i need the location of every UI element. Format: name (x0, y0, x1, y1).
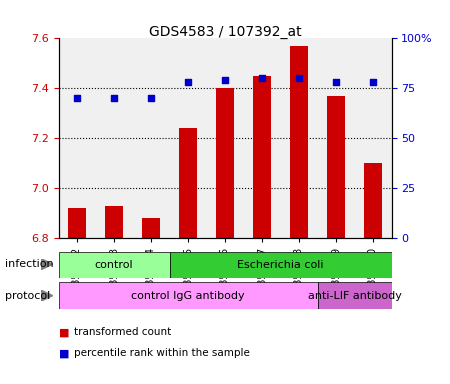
Bar (179, 128, 197, 238)
Point (221, 77, 229, 83)
Point (184, 79, 192, 85)
Bar (318, 282, 392, 309)
Bar (216, 88, 234, 238)
Text: GDS4583 / 107392_at: GDS4583 / 107392_at (148, 25, 302, 39)
Text: control IgG antibody: control IgG antibody (131, 291, 245, 301)
Text: protocol: protocol (4, 291, 50, 301)
Text: ■: ■ (58, 327, 69, 337)
Text: control: control (94, 260, 133, 270)
Bar (58, 282, 318, 309)
Point (333, 79, 340, 85)
Text: ■: ■ (58, 348, 69, 358)
Bar (364, 163, 382, 238)
Bar (142, 218, 160, 238)
Point (148, 95, 155, 101)
Point (110, 95, 117, 101)
Bar (58, 252, 170, 278)
Bar (68, 208, 86, 238)
Point (295, 75, 302, 81)
Polygon shape (41, 290, 53, 301)
Bar (105, 206, 123, 238)
Bar (170, 252, 392, 278)
Bar (253, 76, 271, 238)
Bar (290, 46, 308, 238)
Polygon shape (41, 259, 53, 270)
Text: infection: infection (4, 259, 53, 269)
Point (73, 95, 81, 101)
Bar (327, 96, 345, 238)
Text: anti-LIF antibody: anti-LIF antibody (307, 291, 401, 301)
Text: transformed count: transformed count (74, 327, 171, 337)
Text: percentile rank within the sample: percentile rank within the sample (74, 348, 250, 358)
Text: Escherichia coli: Escherichia coli (237, 260, 324, 270)
Point (258, 75, 265, 81)
Point (369, 79, 377, 85)
